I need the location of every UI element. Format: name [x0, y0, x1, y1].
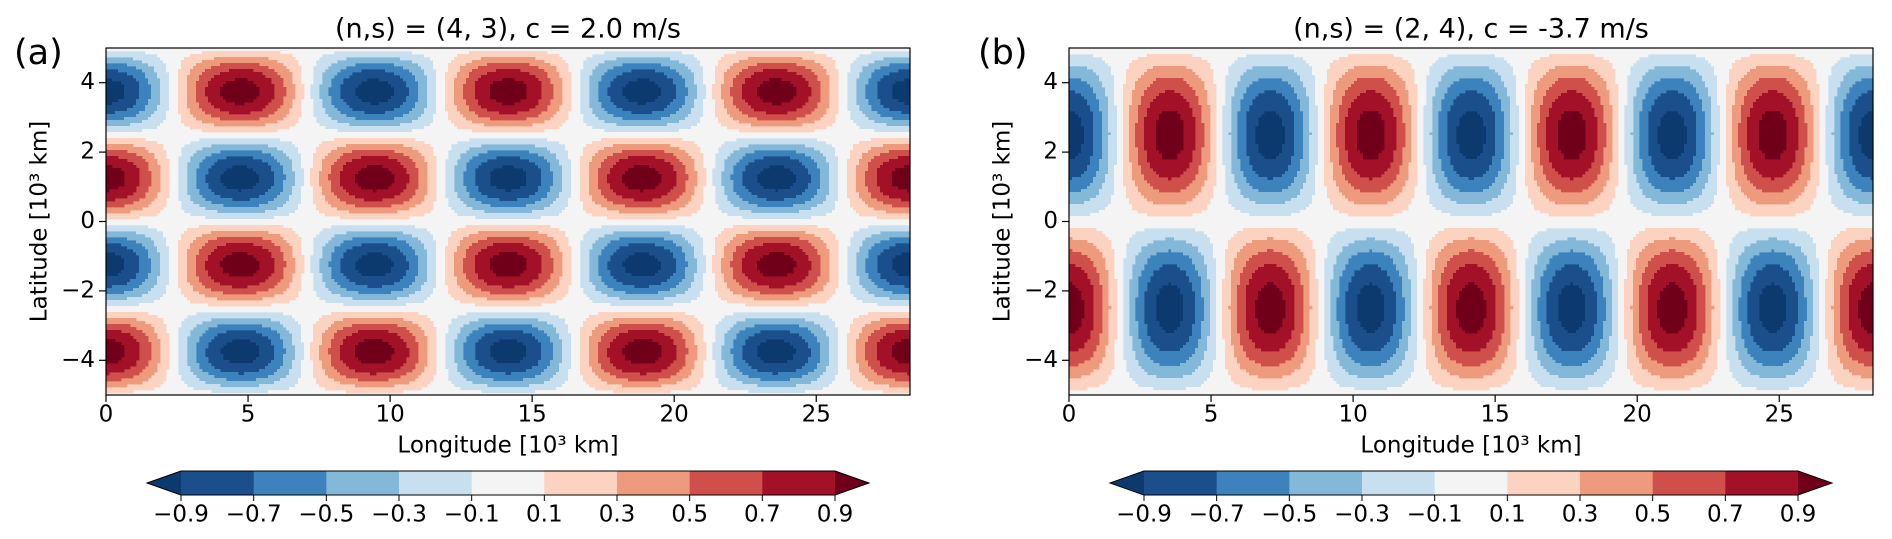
colorbar-tick-label: 0.1 — [1489, 502, 1526, 528]
y-tick-label: −2 — [1024, 277, 1058, 303]
colorbar-tick-label: −0.3 — [371, 502, 427, 528]
x-tick-label: 10 — [375, 402, 404, 428]
x-tick-label: 20 — [1623, 402, 1652, 428]
y-tick-label: 0 — [80, 208, 95, 234]
colorbar-band — [471, 471, 545, 495]
colorbar-band — [1362, 471, 1436, 495]
chart-title: (n,s) = (4, 3), c = 2.0 m/s — [335, 14, 681, 45]
chart-title: (n,s) = (2, 4), c = -3.7 m/s — [1293, 14, 1649, 45]
colorbar-band — [1652, 471, 1726, 495]
contour-band — [1069, 90, 1874, 352]
panel-label: (b) — [978, 33, 1028, 73]
colorbar-band — [1507, 471, 1581, 495]
contour-band — [1069, 90, 1874, 352]
x-tick-label: 5 — [241, 402, 256, 428]
colorbar-band — [253, 471, 327, 495]
colorbar-tick-label: −0.9 — [153, 502, 209, 528]
colorbar-tick-label: 0.5 — [1634, 502, 1671, 528]
colorbar-band — [181, 471, 255, 495]
y-tick-label: 4 — [80, 69, 95, 95]
colorbar-extend-low — [147, 471, 181, 495]
colorbar-tick-label: 0.9 — [1780, 502, 1817, 528]
colorbar-tick-label: 0.9 — [817, 502, 854, 528]
colorbar-band — [762, 471, 836, 495]
colorbar-band — [1580, 471, 1654, 495]
colorbar-tick-label: 0.3 — [599, 502, 636, 528]
x-axis-label: Longitude [10³ km] — [397, 433, 618, 459]
colorbar-tick-label: 0.3 — [1562, 502, 1599, 528]
colorbar-band — [326, 471, 400, 495]
colorbar-tick-label: −0.7 — [1189, 502, 1245, 528]
y-tick-label: −2 — [61, 277, 95, 303]
x-tick-label: 0 — [99, 402, 114, 428]
x-tick-label: 0 — [1062, 402, 1077, 428]
colorbar-extend-high — [1798, 471, 1832, 495]
y-axis-label: Latitude [10³ km] — [990, 121, 1016, 322]
colorbar-tick-label: −0.1 — [1407, 502, 1463, 528]
y-tick-label: −4 — [61, 347, 95, 373]
colorbar-band — [1725, 471, 1799, 495]
panel-label: (a) — [14, 33, 63, 73]
colorbar-band — [544, 471, 618, 495]
colorbar-band — [689, 471, 763, 495]
colorbar-band — [399, 471, 473, 495]
y-tick-label: 0 — [1043, 208, 1058, 234]
colorbar-band — [1434, 471, 1508, 495]
y-tick-label: 4 — [1043, 69, 1058, 95]
x-tick-label: 25 — [1765, 402, 1794, 428]
colorbar-tick-label: −0.5 — [298, 502, 354, 528]
x-tick-label: 15 — [1481, 402, 1510, 428]
colorbar-extend-high — [835, 471, 869, 495]
y-tick-label: 2 — [80, 139, 95, 165]
contour-band — [106, 57, 911, 388]
colorbar-band — [1144, 471, 1218, 495]
colorbar-tick-label: −0.7 — [226, 502, 282, 528]
colorbar-extend-low — [1110, 471, 1144, 495]
contour-band — [106, 57, 911, 388]
contour-band — [106, 48, 911, 396]
contour-band — [1069, 111, 1874, 334]
contour-band — [1069, 48, 1874, 396]
contour-band — [1069, 78, 1874, 367]
x-tick-label: 10 — [1338, 402, 1367, 428]
x-tick-label: 20 — [660, 402, 689, 428]
x-tick-label: 5 — [1204, 402, 1219, 428]
contour-band — [106, 51, 911, 394]
y-tick-label: −4 — [1024, 347, 1058, 373]
y-axis-label: Latitude [10³ km] — [27, 121, 53, 322]
colorbar-tick-label: −0.1 — [444, 502, 500, 528]
colorbar-band — [1289, 471, 1363, 495]
colorbar-band — [1216, 471, 1290, 495]
contour-band — [1069, 78, 1874, 367]
y-tick-label: 2 — [1043, 139, 1058, 165]
colorbar-tick-label: 0.1 — [526, 502, 563, 528]
contour-band — [106, 51, 911, 394]
x-axis-label: Longitude [10³ km] — [1360, 433, 1581, 459]
colorbar-tick-label: 0.7 — [744, 502, 781, 528]
x-tick-label: 15 — [518, 402, 547, 428]
contour-band — [1069, 111, 1874, 334]
colorbar-tick-label: −0.5 — [1261, 502, 1317, 528]
colorbar-tick-label: −0.9 — [1116, 502, 1172, 528]
colorbar-tick-label: −0.3 — [1334, 502, 1390, 528]
colorbar-band — [617, 471, 691, 495]
colorbar-tick-label: 0.7 — [1707, 502, 1744, 528]
colorbar-tick-label: 0.5 — [671, 502, 708, 528]
x-tick-label: 25 — [802, 402, 831, 428]
